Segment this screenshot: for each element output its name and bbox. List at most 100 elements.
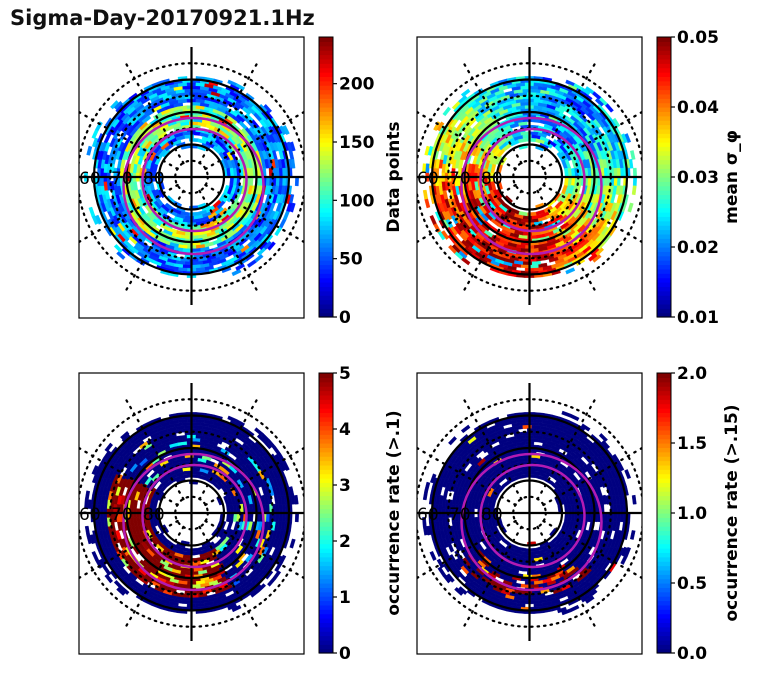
colorbar-segment [657,482,671,488]
heatmap-cell [448,554,457,564]
colorbar-segment [319,618,333,623]
polar-panel-3: 60 70 80 [78,372,305,655]
heatmap-cell [294,512,299,523]
heatmap-cell [91,551,99,561]
colorbar-segment [319,644,333,650]
colorbar-segment [319,429,333,435]
colorbar-label: occurrence rate (>.1) [384,410,404,615]
colorbar-segment [319,408,333,413]
colorbar-segment [657,591,671,597]
colorbar-tick-label: 50 [339,250,363,270]
colorbar-segment [319,128,333,134]
colorbar-segment [319,286,333,292]
heatmap-cell [460,424,471,434]
heatmap-cell [619,167,624,178]
colorbar-tick-label: 1 [339,588,351,608]
colorbar-segment [657,93,671,99]
colorbar-segment [319,438,333,444]
lat-label: 80 [481,169,503,189]
heatmap-cell [588,253,598,262]
colorbar-segment [657,299,671,305]
colorbar-segment [657,609,671,615]
colorbar-segment [319,308,333,314]
colorbar-segment [319,295,333,301]
heatmap-cell [441,230,450,240]
colorbar-segment [319,85,333,91]
heatmap-cell [212,481,222,491]
colorbar-segment [657,233,671,239]
heatmap-cell [281,512,286,523]
colorbar-segment [657,499,671,505]
heatmap-cell [100,176,105,187]
colorbar-segment [657,150,671,156]
heatmap-cell [520,600,530,605]
dotted-mlt-spoke [198,189,261,296]
oval-boundary-equatorward [460,452,603,592]
heatmap-cell [629,150,636,160]
heatmap-cell [84,490,91,501]
colorbar-segment [319,381,333,387]
colorbar-tick-label: 2.0 [677,364,707,384]
colorbar-segment [657,399,671,405]
colorbar-segment [319,76,333,82]
colorbar-segment [657,251,671,257]
colorbar-segment [657,242,671,248]
colorbar-segment [657,120,671,126]
heatmap-cell [438,512,443,523]
colorbar-tick-label: 3 [339,476,351,496]
heatmap-cell [267,577,276,587]
colorbar-segment [657,534,671,540]
dotted-mlt-spoke [79,183,179,244]
heatmap-cell [629,530,636,540]
colorbar-segment [657,198,671,204]
colorbar-segment [657,308,671,314]
colorbar-segment [657,58,671,64]
colorbar-segment [319,591,333,597]
colorbar-segment [657,128,671,134]
colorbar-tick-label: 0.5 [677,574,707,594]
colorbar-segment [319,67,333,73]
colorbar-segment [657,578,671,584]
colorbar-tick-label: 5 [339,364,351,384]
colorbar-segment [319,142,333,147]
colorbar-segment [319,190,333,196]
colorbar-segment [319,425,333,431]
colorbar-tick-label: 0.03 [677,168,719,188]
colorbar-segment [319,80,333,86]
colorbar-segment [319,251,333,257]
colorbar-segment [657,159,671,165]
colorbar-segment [657,207,671,213]
colorbar-segment [657,478,671,483]
colorbar-segment [319,185,333,191]
dotted-mlt-spoke [536,394,599,501]
colorbar-segment [657,98,671,104]
heatmap-cell [424,481,431,492]
heatmap-cell [569,413,580,422]
colorbar-segment [319,508,333,514]
colorbar-segment [657,312,671,318]
colorbar-segment [319,260,333,266]
colorbar-segment [319,434,333,440]
colorbar-segment [657,425,671,431]
colorbar-segment [657,644,671,650]
heatmap-cell [438,176,443,187]
colorbar-segment [657,438,671,444]
colorbar-tick-label: 1.0 [677,504,707,524]
heatmap-cell [182,421,192,426]
colorbar-segment [319,539,333,545]
heatmap-cell [94,214,103,225]
colorbar-segment [319,255,333,261]
dotted-mlt-spoke [122,58,185,165]
colorbar-2: 0.01 0.02 0.03 0.04 0.05 mean σ_φ [656,28,742,328]
dotted-mlt-spoke [122,394,185,501]
colorbar-segment [319,194,333,200]
colorbar-segment [319,569,333,575]
dotted-mlt-spoke [198,58,261,165]
dotted-mlt-spoke [542,446,642,507]
colorbar-segment [319,556,333,562]
heatmap-cell [212,438,223,445]
heatmap-cell [429,551,437,561]
colorbar-segment [657,600,671,606]
colorbar-segment [657,181,671,187]
